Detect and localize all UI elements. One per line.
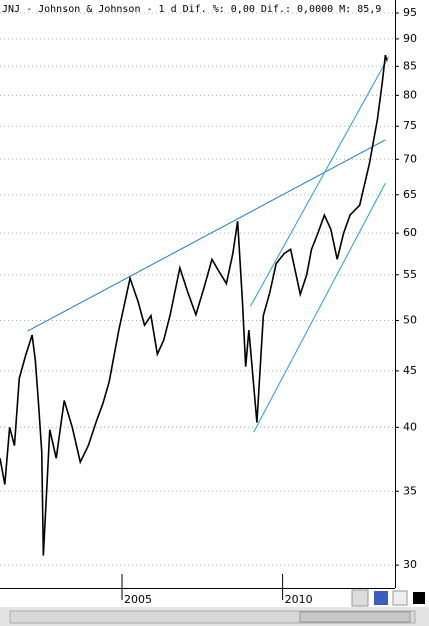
scroll-thumb[interactable] (299, 611, 411, 623)
y-tick-label: 40 (403, 420, 417, 433)
y-tick-label: 80 (403, 88, 417, 101)
y-tick-label: 50 (403, 313, 417, 326)
y-tick-label: 70 (403, 152, 417, 165)
y-tick-label: 90 (403, 32, 417, 45)
settings-button[interactable] (351, 589, 369, 607)
y-tick-label: 55 (403, 268, 417, 281)
trend-line (250, 56, 390, 307)
save-button[interactable] (374, 591, 388, 605)
y-tick-label: 35 (403, 484, 417, 497)
x-tick-label: 2010 (285, 593, 313, 606)
trend-line (27, 139, 386, 332)
y-tick-label: 75 (403, 119, 417, 132)
y-tick-label: 65 (403, 188, 417, 201)
price-line (0, 54, 388, 556)
color-button[interactable] (413, 592, 425, 604)
y-tick-label: 30 (403, 558, 417, 571)
y-tick-label: 95 (403, 6, 417, 19)
y-tick-label: 45 (403, 364, 417, 377)
pin-button[interactable] (392, 590, 408, 606)
y-tick-label: 85 (403, 59, 417, 72)
chart-title: JNJ - Johnson & Johnson - 1 d Dif. %: 0,… (2, 4, 381, 15)
x-tick-label: 2005 (124, 593, 152, 606)
y-tick-label: 60 (403, 226, 417, 239)
trend-line (253, 182, 386, 433)
